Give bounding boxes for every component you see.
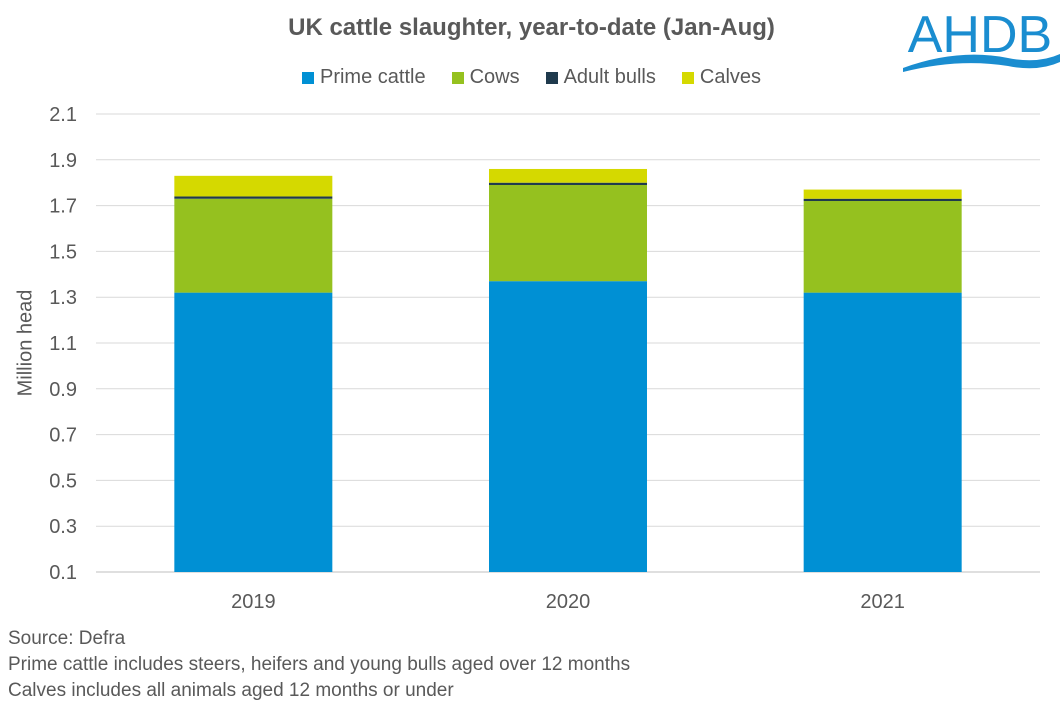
logo-wave-icon [903,54,1060,72]
bar-prime-cattle-2019 [174,292,333,572]
legend-swatch-adult-bulls [545,71,558,84]
note-source: Source: Defra [8,628,126,649]
bar-calves-2019 [174,175,333,197]
chart-title: UK cattle slaughter, year-to-date (Jan-A… [288,14,775,41]
legend-swatch-cows [451,71,464,84]
legend: Prime cattle Cows Adult bulls Calves [0,66,1063,89]
y-tick-label: 1.7 [49,196,77,218]
legend-item-adult-bulls: Adult bulls [545,66,656,89]
legend-label-adult-bulls: Adult bulls [563,66,656,88]
legend-item-cows: Cows [451,66,520,89]
y-tick-label: 0.1 [49,562,77,584]
y-tick-label: 1.9 [49,150,77,172]
y-tick-label: 1.3 [49,287,77,309]
bar-adult-bulls-2021 [803,198,962,202]
x-tick-label: 2020 [546,591,591,613]
legend-label-prime-cattle: Prime cattle [319,66,426,88]
legend-swatch-prime-cattle [301,71,314,84]
logo-text: AHDB [908,6,1052,64]
note-prime-cattle: Prime cattle includes steers, heifers an… [8,654,631,675]
bar-calves-2021 [803,189,962,199]
bar-prime-cattle-2020 [489,281,647,572]
y-tick-label: 0.3 [49,516,77,538]
bar-cows-2021 [803,201,962,293]
bar-prime-cattle-2021 [803,292,962,572]
bar-calves-2020 [489,168,647,183]
y-tick-label: 0.5 [49,470,77,492]
legend-label-cows: Cows [469,66,520,88]
bar-adult-bulls-2019 [174,196,333,199]
bar-adult-bulls-2020 [489,182,647,185]
legend-item-calves: Calves [681,66,762,89]
ahdb-logo: AHDB [903,6,1060,72]
y-tick-label: 0.7 [49,425,77,447]
note-calves: Calves includes all animals aged 12 mont… [8,680,454,701]
x-tick-label: 2021 [860,591,905,613]
bar-cows-2020 [489,184,647,282]
y-tick-label: 0.9 [49,379,77,401]
y-tick-label: 1.5 [49,241,77,263]
legend-swatch-calves [681,71,694,84]
bar-cows-2019 [174,198,333,293]
legend-label-calves: Calves [699,66,762,88]
chart-notes: Source: Defra Prime cattle includes stee… [8,626,630,704]
y-tick-label: 2.1 [49,104,77,126]
legend-item-prime-cattle: Prime cattle [301,66,426,89]
y-tick-label: 1.1 [49,333,77,355]
x-tick-label: 2019 [231,591,276,613]
